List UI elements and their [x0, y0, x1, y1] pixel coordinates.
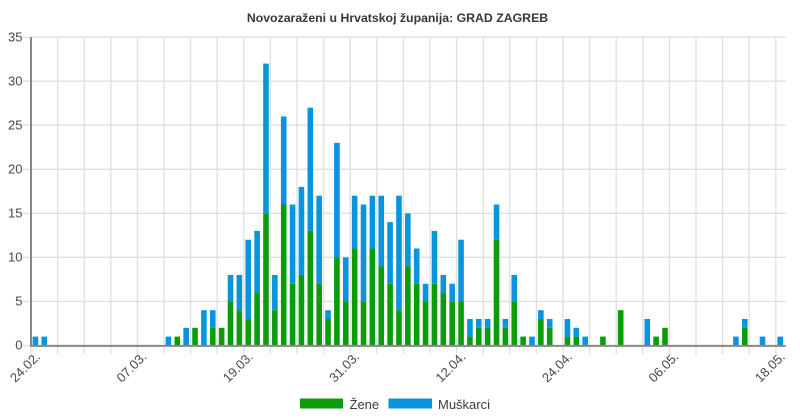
svg-text:25: 25 — [8, 118, 22, 133]
svg-text:15: 15 — [8, 206, 22, 221]
svg-text:10: 10 — [8, 250, 22, 265]
svg-text:20: 20 — [8, 162, 22, 177]
svg-text:5: 5 — [15, 294, 22, 309]
svg-text:30: 30 — [8, 74, 22, 89]
svg-text:0: 0 — [15, 338, 22, 353]
svg-text:Muškarci: Muškarci — [438, 397, 490, 412]
svg-text:Žene: Žene — [350, 397, 380, 412]
svg-text:Novozaraženi u Hrvatskoj župan: Novozaraženi u Hrvatskoj županija: GRAD … — [247, 11, 548, 25]
svg-text:35: 35 — [8, 30, 22, 45]
